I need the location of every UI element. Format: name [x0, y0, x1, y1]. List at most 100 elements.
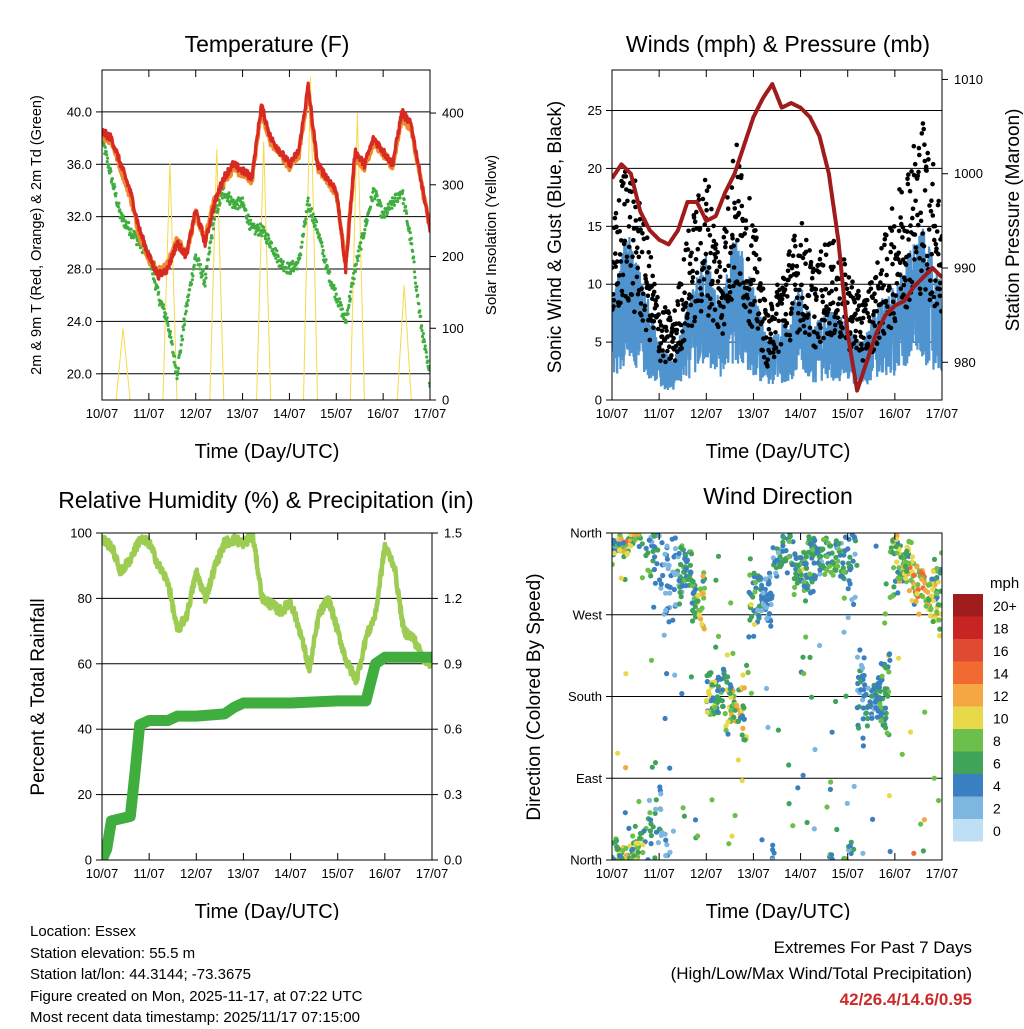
dewpoint-point: [348, 297, 352, 301]
direction-xlabel: Time (Day/UTC): [706, 901, 851, 920]
colorbar-swatch: [953, 729, 983, 752]
gust-point: [716, 324, 721, 330]
gust-point: [666, 310, 672, 316]
dewpoint-point: [263, 237, 268, 241]
x-tick-label: 16/07: [367, 406, 400, 421]
dewpoint-point: [190, 278, 194, 282]
direction-point: [695, 833, 701, 839]
gust-point: [849, 285, 855, 290]
dewpoint-point: [185, 303, 189, 307]
direction-point: [803, 565, 810, 572]
dewpoint-point: [183, 319, 187, 323]
direction-point: [934, 591, 940, 597]
direction-point: [725, 731, 731, 737]
gust-point: [660, 348, 665, 353]
direction-point: [665, 566, 671, 572]
dewpoint-point: [256, 228, 260, 232]
gust-point: [835, 308, 840, 313]
gust-point: [624, 259, 629, 264]
gust-point: [896, 257, 901, 262]
gust-point: [924, 168, 929, 173]
temperature-title: Temperature (F): [185, 31, 350, 57]
direction-point: [852, 551, 858, 557]
gust-point: [840, 325, 845, 331]
direction-point: [715, 684, 722, 690]
colorbar-swatch: [953, 796, 983, 819]
gust-point: [650, 273, 655, 279]
direction-point: [641, 828, 647, 834]
gust-point: [723, 240, 728, 245]
dewpoint-point: [423, 344, 427, 348]
humidity-ticks: 10/07 11/07 12/07 13/07 14/07 15/07 16/07 17/07…: [70, 526, 462, 882]
dewpoint-point: [390, 206, 394, 210]
direction-point: [613, 838, 620, 844]
gust-point: [623, 174, 629, 179]
direction-point: [614, 844, 620, 850]
direction-point: [639, 541, 645, 547]
direction-point: [879, 677, 885, 683]
direction-point: [934, 609, 940, 615]
gust-point: [755, 326, 761, 331]
direction-point: [732, 707, 738, 713]
dewpoint-point: [177, 353, 181, 357]
direction-point: [774, 557, 780, 563]
direction-point: [787, 533, 793, 540]
gust-point: [785, 268, 791, 274]
direction-point: [835, 558, 841, 564]
dewpoint-point: [153, 280, 157, 284]
dewpoint-point: [263, 234, 267, 238]
gust-point: [876, 286, 881, 291]
gust-point: [879, 246, 884, 251]
gust-point: [788, 274, 793, 279]
direction-point: [800, 654, 806, 660]
direction-point: [906, 588, 913, 594]
x-tick-label: 10/07: [596, 866, 629, 881]
gust-point: [820, 293, 825, 299]
dewpoint-point: [425, 355, 429, 359]
direction-point: [858, 687, 864, 693]
direction-point: [659, 830, 665, 836]
gust-point: [723, 244, 728, 250]
dewpoint-point: [344, 320, 348, 325]
gust-point: [850, 279, 855, 285]
colorbar-label: 16: [993, 643, 1009, 659]
direction-point: [647, 569, 653, 575]
gust-point: [814, 294, 819, 300]
gust-point: [772, 316, 778, 322]
direction-point: [840, 569, 847, 575]
gust-point: [884, 272, 889, 278]
dewpoint-point: [353, 269, 358, 273]
gust-point: [705, 270, 710, 275]
gust-point: [734, 142, 739, 148]
direction-point: [747, 617, 753, 623]
y-tick-label: 5: [595, 335, 602, 350]
gust-point: [787, 332, 793, 338]
direction-point: [878, 661, 884, 667]
gust-point: [699, 292, 705, 297]
direction-point: [935, 602, 941, 608]
gust-point: [838, 320, 844, 326]
gust-point: [925, 150, 930, 156]
direction-point: [817, 571, 823, 577]
gust-point: [830, 300, 836, 306]
dewpoint-point: [274, 256, 278, 260]
gust-point: [892, 318, 898, 324]
direction-point: [930, 618, 936, 625]
gust-point: [717, 259, 722, 265]
gust-point: [835, 301, 841, 307]
gust-point: [918, 218, 924, 224]
gust-point: [831, 238, 837, 244]
direction-point: [845, 560, 852, 566]
direction-point: [812, 746, 818, 753]
direction-point: [670, 828, 677, 834]
temperature-ticks: 10/07 11/07 12/07 13/07 14/07 15/07 16/07 17/07…: [67, 70, 464, 421]
direction-point: [873, 543, 879, 549]
colorbar-label: 0: [993, 823, 1001, 839]
gust-point: [620, 272, 626, 278]
gust-point: [915, 212, 920, 218]
winds-title: Winds (mph) & Pressure (mb): [626, 31, 930, 57]
dewpoint-point: [117, 201, 121, 205]
dewpoint-point: [186, 298, 190, 302]
direction-point: [651, 566, 658, 573]
gust-point: [779, 296, 785, 302]
